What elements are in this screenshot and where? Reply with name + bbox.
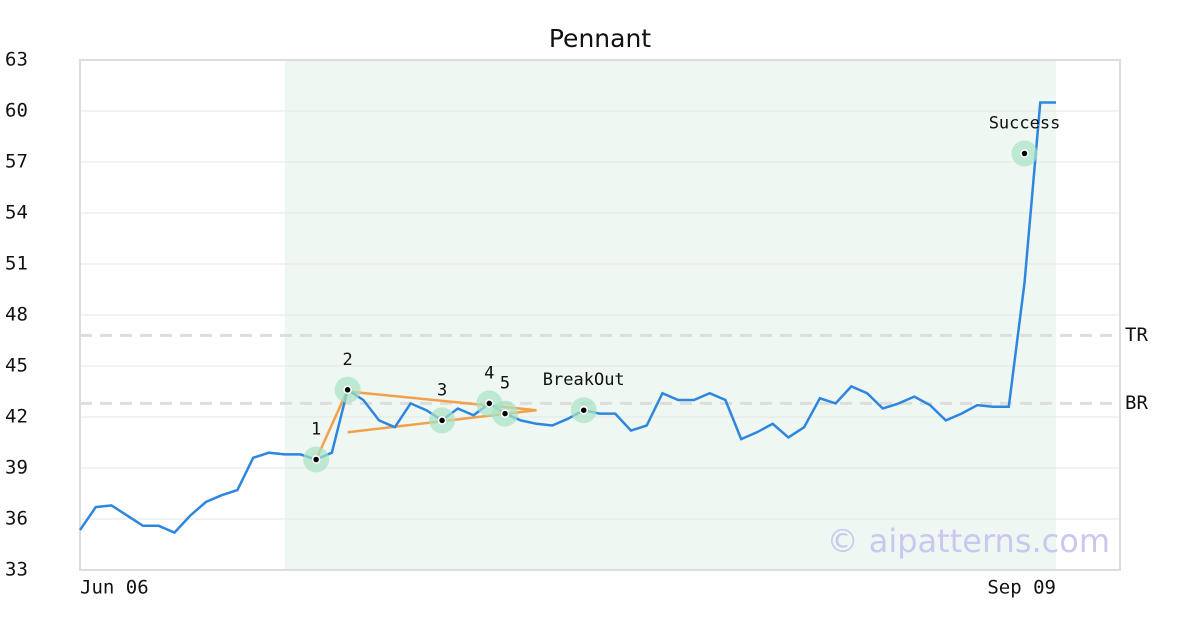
chart-title: Pennant bbox=[549, 24, 651, 53]
marker-dot bbox=[485, 399, 494, 408]
level-label: BR bbox=[1125, 392, 1148, 414]
watermark: © aipatterns.com bbox=[827, 522, 1110, 560]
marker-label: BreakOut bbox=[543, 370, 625, 390]
y-tick-label: 51 bbox=[5, 253, 28, 275]
y-tick-label: 45 bbox=[5, 355, 28, 377]
y-tick-label: 42 bbox=[5, 406, 28, 428]
plot-frame bbox=[79, 59, 1121, 571]
marker-dot bbox=[343, 385, 352, 395]
marker-label: 1 bbox=[311, 420, 321, 440]
y-tick-label: 57 bbox=[5, 151, 28, 173]
y-tick-label: 63 bbox=[5, 49, 28, 71]
marker-dot bbox=[500, 409, 510, 418]
price-line bbox=[78, 101, 1056, 535]
marker-dot bbox=[1020, 149, 1029, 158]
marker-label: 2 bbox=[342, 350, 352, 370]
y-tick-label: 60 bbox=[5, 100, 28, 122]
y-tick-label: 48 bbox=[5, 304, 28, 326]
marker-dot bbox=[579, 405, 588, 415]
marker-dot bbox=[437, 416, 447, 425]
y-tick-label: 39 bbox=[5, 457, 28, 479]
marker-label: 3 bbox=[437, 380, 447, 400]
marker-label: 5 bbox=[500, 374, 510, 394]
marker-label: Success bbox=[989, 114, 1061, 134]
y-tick-label: 33 bbox=[5, 559, 28, 581]
y-tick-label: 36 bbox=[5, 508, 28, 530]
y-tick-label: 54 bbox=[5, 202, 28, 224]
marker-label: 4 bbox=[484, 363, 494, 383]
x-tick-label: Sep 09 bbox=[987, 577, 1056, 599]
level-label: TR bbox=[1125, 324, 1148, 346]
x-tick-label: Jun 06 bbox=[80, 577, 149, 599]
marker-dot bbox=[311, 455, 321, 464]
